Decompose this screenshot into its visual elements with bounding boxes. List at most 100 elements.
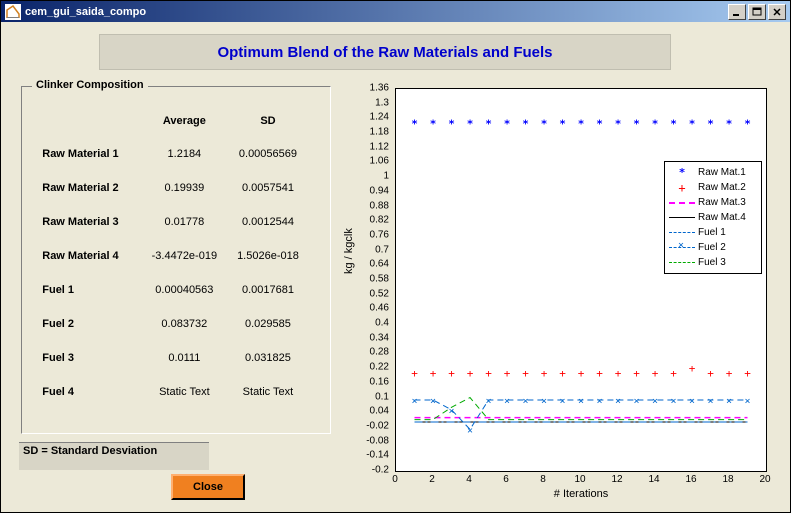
page-title-banner: Optimum Blend of the Raw Materials and F… bbox=[99, 34, 671, 70]
table-row: Raw Material 30.017780.0012544 bbox=[42, 205, 310, 239]
row-sd: Static Text bbox=[226, 386, 310, 398]
svg-text:*: * bbox=[689, 117, 696, 130]
row-label: Fuel 3 bbox=[42, 352, 142, 364]
svg-text:×: × bbox=[559, 396, 565, 407]
app-icon bbox=[5, 4, 21, 20]
svg-text:×: × bbox=[652, 396, 658, 407]
svg-text:*: * bbox=[615, 117, 622, 130]
group-legend: Clinker Composition bbox=[32, 79, 148, 91]
row-avg: 0.00040563 bbox=[143, 284, 227, 296]
row-avg: Static Text bbox=[143, 386, 227, 398]
svg-text:+: + bbox=[522, 367, 529, 380]
svg-text:×: × bbox=[726, 396, 732, 407]
svg-text:+: + bbox=[467, 367, 474, 380]
svg-text:×: × bbox=[670, 396, 676, 407]
row-sd: 0.00056569 bbox=[226, 148, 310, 160]
svg-text:×: × bbox=[485, 396, 491, 407]
svg-text:*: * bbox=[541, 117, 548, 130]
svg-text:*: * bbox=[633, 117, 640, 130]
row-sd: 0.0057541 bbox=[226, 182, 310, 194]
x-axis-label: # Iterations bbox=[395, 488, 767, 500]
row-avg: 0.01778 bbox=[143, 216, 227, 228]
svg-text:*: * bbox=[707, 117, 714, 130]
app-window: cem_gui_saida_compo Optimum Blend of the… bbox=[0, 0, 791, 513]
svg-text:+: + bbox=[430, 367, 437, 380]
svg-text:+: + bbox=[726, 367, 733, 380]
row-avg: 1.2184 bbox=[143, 148, 227, 160]
svg-text:×: × bbox=[578, 396, 584, 407]
maximize-button[interactable] bbox=[748, 4, 766, 20]
svg-text:×: × bbox=[615, 396, 621, 407]
y-ticks: -0.2-0.14-0.08-0.020.040.10.160.220.280.… bbox=[351, 88, 391, 472]
svg-text:×: × bbox=[504, 396, 510, 407]
minimize-button[interactable] bbox=[728, 4, 746, 20]
svg-text:+: + bbox=[541, 367, 548, 380]
row-label: Raw Material 4 bbox=[42, 250, 142, 262]
col-average: Average bbox=[143, 115, 227, 127]
row-avg: -3.4472e-019 bbox=[143, 250, 227, 262]
row-label: Raw Material 1 bbox=[42, 148, 142, 160]
svg-text:*: * bbox=[670, 117, 677, 130]
table-row: Raw Material 11.21840.00056569 bbox=[42, 137, 310, 171]
svg-text:×: × bbox=[467, 425, 473, 436]
table-row: Fuel 10.000405630.0017681 bbox=[42, 273, 310, 307]
row-sd: 1.5026e-018 bbox=[226, 250, 310, 262]
svg-text:*: * bbox=[467, 117, 474, 130]
svg-text:+: + bbox=[485, 367, 492, 380]
table-header: Average SD bbox=[42, 115, 310, 127]
svg-text:×: × bbox=[430, 396, 436, 407]
svg-text:+: + bbox=[578, 367, 585, 380]
svg-text:*: * bbox=[504, 117, 511, 130]
svg-text:*: * bbox=[485, 117, 492, 130]
row-label: Raw Material 3 bbox=[42, 216, 142, 228]
svg-text:+: + bbox=[633, 367, 640, 380]
composition-table: Average SD Raw Material 11.21840.0005656… bbox=[42, 115, 310, 409]
plot-area: *******************+++++++++++++++++++××… bbox=[395, 88, 767, 472]
window-title: cem_gui_saida_compo bbox=[25, 6, 146, 18]
titlebar[interactable]: cem_gui_saida_compo bbox=[1, 1, 790, 22]
svg-text:×: × bbox=[633, 396, 639, 407]
svg-text:×: × bbox=[522, 396, 528, 407]
svg-text:+: + bbox=[559, 367, 566, 380]
row-label: Fuel 1 bbox=[42, 284, 142, 296]
client-area: Optimum Blend of the Raw Materials and F… bbox=[1, 22, 790, 512]
table-row: Raw Material 20.199390.0057541 bbox=[42, 171, 310, 205]
sd-definition-box: SD = Standard Desviation bbox=[19, 442, 209, 470]
svg-text:+: + bbox=[689, 362, 696, 375]
svg-text:+: + bbox=[615, 367, 622, 380]
row-label: Fuel 2 bbox=[42, 318, 142, 330]
svg-text:+: + bbox=[652, 367, 659, 380]
svg-text:×: × bbox=[707, 396, 713, 407]
svg-text:+: + bbox=[596, 367, 603, 380]
chart-legend: *Raw Mat.1 +Raw Mat.2 Raw Mat.3 Raw Mat.… bbox=[664, 161, 762, 274]
svg-text:*: * bbox=[652, 117, 659, 130]
close-button[interactable]: Close bbox=[171, 474, 245, 500]
svg-text:+: + bbox=[670, 367, 677, 380]
row-avg: 0.0111 bbox=[143, 352, 227, 364]
row-avg: 0.19939 bbox=[143, 182, 227, 194]
svg-text:+: + bbox=[504, 367, 511, 380]
svg-text:*: * bbox=[726, 117, 733, 130]
iterations-chart: kg / kgclk -0.2-0.14-0.08-0.020.040.10.1… bbox=[351, 84, 771, 500]
close-window-button[interactable] bbox=[768, 4, 786, 20]
svg-text:*: * bbox=[448, 117, 455, 130]
svg-text:*: * bbox=[430, 117, 437, 130]
svg-text:×: × bbox=[411, 396, 417, 407]
svg-text:*: * bbox=[596, 117, 603, 130]
svg-text:×: × bbox=[689, 396, 695, 407]
svg-text:*: * bbox=[744, 117, 751, 130]
clinker-composition-group: Clinker Composition Average SD Raw Mater… bbox=[21, 86, 331, 434]
row-sd: 0.031825 bbox=[226, 352, 310, 364]
x-ticks: 02468101214161820 bbox=[395, 474, 767, 488]
svg-text:+: + bbox=[744, 367, 751, 380]
svg-text:*: * bbox=[411, 117, 418, 130]
svg-text:+: + bbox=[707, 367, 714, 380]
row-avg: 0.083732 bbox=[143, 318, 227, 330]
svg-text:×: × bbox=[596, 396, 602, 407]
row-sd: 0.029585 bbox=[226, 318, 310, 330]
row-label: Raw Material 2 bbox=[42, 182, 142, 194]
table-row: Fuel 20.0837320.029585 bbox=[42, 307, 310, 341]
row-sd: 0.0017681 bbox=[226, 284, 310, 296]
svg-text:+: + bbox=[411, 367, 418, 380]
row-label: Fuel 4 bbox=[42, 386, 142, 398]
